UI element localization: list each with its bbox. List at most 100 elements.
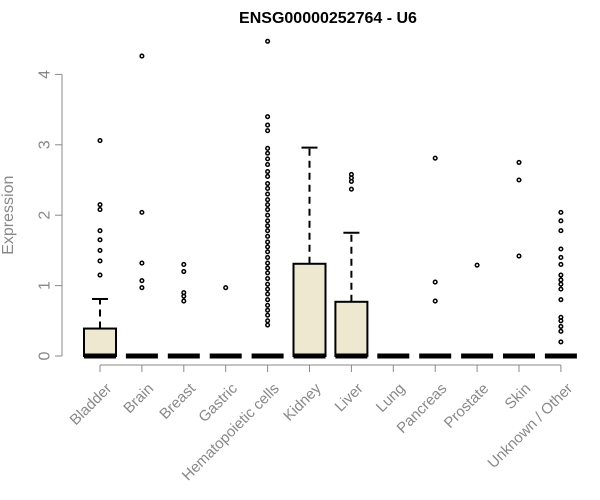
- outlier-point: [97, 207, 103, 213]
- outlier-point: [265, 145, 271, 151]
- outlier-point: [97, 247, 103, 253]
- boxes-layer: [83, 38, 577, 359]
- outlier-point: [181, 261, 187, 268]
- box-group: [461, 262, 494, 359]
- box-group: [125, 53, 158, 359]
- x-tick-label: Skin: [502, 380, 535, 413]
- outlier-point: [265, 180, 271, 187]
- outlier-point: [558, 261, 564, 268]
- outlier-point: [97, 272, 103, 278]
- outlier-point: [558, 339, 564, 345]
- y-tick-label: 4: [37, 70, 54, 79]
- x-tick-label: Prostate: [441, 380, 493, 432]
- outlier-point: [265, 239, 271, 245]
- outlier-point: [265, 218, 271, 224]
- outlier-point: [558, 228, 564, 234]
- outlier-point: [265, 38, 271, 44]
- outlier-point: [265, 307, 271, 313]
- outlier-point: [265, 128, 271, 134]
- outlier-point: [265, 265, 271, 271]
- outlier-point: [265, 207, 271, 213]
- outlier-point: [265, 223, 271, 229]
- y-tick-label: 1: [37, 281, 54, 290]
- outlier-point: [558, 328, 564, 334]
- outlier-point: [265, 212, 271, 218]
- x-tick-label: Kidney: [280, 380, 325, 425]
- outlier-point: [265, 156, 271, 162]
- chart-title: ENSG00000252764 - U6: [239, 10, 417, 27]
- outlier-point: [558, 254, 564, 260]
- outlier-point: [265, 276, 271, 282]
- outlier-point: [474, 262, 480, 268]
- outlier-point: [558, 209, 564, 215]
- outlier-point: [265, 122, 271, 128]
- y-axis: 0 1 2 3 4: [37, 70, 63, 360]
- box-rect: [292, 262, 327, 357]
- outlier-point: [265, 185, 271, 191]
- y-tick-label: 0: [37, 351, 54, 360]
- outlier-point: [432, 298, 438, 304]
- outlier-point: [432, 279, 438, 285]
- outlier-point: [181, 268, 187, 275]
- outlier-point: [265, 249, 271, 255]
- outlier-point: [265, 297, 271, 303]
- outlier-point: [516, 253, 522, 259]
- outlier-point: [265, 197, 271, 203]
- outlier-point: [265, 260, 271, 266]
- outlier-point: [181, 298, 187, 304]
- outlier-point: [265, 286, 271, 292]
- outlier-point: [265, 233, 271, 239]
- outlier-point: [265, 202, 271, 208]
- y-tick-label: 2: [37, 211, 54, 220]
- outlier-point: [139, 260, 145, 266]
- outlier-point: [348, 171, 354, 177]
- outlier-point: [558, 218, 564, 224]
- outlier-point: [558, 246, 564, 252]
- box-group: [292, 146, 327, 359]
- outlier-point: [432, 155, 438, 161]
- box-rect: [334, 300, 369, 357]
- box-group: [83, 138, 117, 359]
- outlier-point: [139, 209, 145, 215]
- outlier-point: [348, 186, 354, 192]
- x-tick-label: Bladder: [67, 380, 116, 429]
- outlier-point: [265, 191, 271, 197]
- x-tick-label: Breast: [156, 380, 199, 423]
- outlier-point: [558, 314, 564, 320]
- outlier-point: [265, 150, 271, 156]
- outlier-point: [139, 278, 145, 284]
- outlier-point: [265, 291, 271, 297]
- outlier-point: [265, 114, 271, 120]
- outlier-point: [97, 258, 103, 264]
- box-rect: [83, 327, 117, 358]
- outlier-point: [558, 272, 564, 278]
- outlier-point: [97, 202, 103, 208]
- outlier-point: [558, 297, 564, 303]
- outlier-point: [139, 285, 145, 291]
- outlier-point: [265, 322, 271, 328]
- outlier-point: [516, 177, 522, 183]
- box-group: [544, 209, 577, 359]
- outlier-point: [558, 277, 564, 283]
- outlier-point: [265, 281, 271, 287]
- outlier-point: [516, 159, 522, 165]
- box-group: [334, 171, 369, 359]
- box-group: [503, 159, 535, 359]
- outlier-point: [265, 161, 271, 168]
- outlier-point: [265, 173, 271, 180]
- box-group: [167, 261, 200, 359]
- x-tick-label: Lung: [373, 380, 409, 416]
- x-tick-label: Liver: [332, 380, 367, 415]
- outlier-point: [97, 138, 103, 144]
- box-group: [209, 285, 242, 359]
- y-axis-label: Expression: [0, 176, 17, 255]
- outlier-point: [265, 302, 271, 308]
- outlier-point: [265, 169, 271, 175]
- outlier-point: [265, 254, 271, 260]
- outlier-point: [139, 53, 145, 59]
- outlier-point: [97, 228, 103, 234]
- outlier-point: [265, 312, 271, 318]
- x-tick-label: Brain: [120, 380, 157, 417]
